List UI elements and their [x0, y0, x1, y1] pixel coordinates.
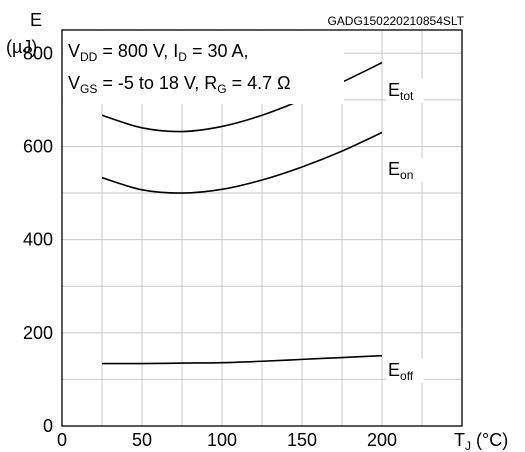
series-label-bg [386, 359, 424, 383]
condition-text: = 4.7 Ω [227, 73, 291, 93]
curves [101, 61, 383, 365]
document-id: GADG150220210854SLT [327, 14, 464, 28]
plot-frame [61, 29, 463, 427]
x-axis-subscript: J [465, 439, 471, 452]
y-tick-label: 0 [43, 416, 53, 436]
series-label-subscript: off [400, 369, 414, 383]
x-axis-unit: (°C) [471, 430, 508, 450]
y-axis-symbol: E [30, 10, 42, 30]
x-tick-label: 0 [57, 430, 67, 450]
test-conditions: VDD = 800 V, ID = 30 A,VGS = -5 to 18 V,… [63, 31, 344, 104]
x-tick-label: 100 [207, 430, 237, 450]
x-axis-label: TJ (°C) [454, 430, 508, 452]
series-line-on [101, 131, 383, 194]
tick-labels: 0 50 100 150 200 0 200 400 600 800 [23, 43, 397, 450]
condition-line: VGS = -5 to 18 V, RG = 4.7 Ω [68, 73, 291, 96]
condition-text: = 800 V, I [97, 41, 178, 61]
series-label-bg [386, 79, 424, 103]
condition-text: V [68, 41, 80, 61]
x-tick-label: 50 [132, 430, 152, 450]
x-axis-symbol: T [454, 430, 465, 450]
conditions-box [63, 31, 344, 104]
condition-text: = 30 A, [187, 41, 249, 61]
series-label-symbol: E [388, 159, 400, 179]
x-tick-label: 150 [287, 430, 317, 450]
series-label-symbol: E [388, 360, 400, 380]
y-tick-label: 200 [23, 323, 53, 343]
y-tick-label: 600 [23, 136, 53, 156]
y-axis-unit: (µJ) [6, 37, 37, 57]
series-label-subscript: tot [400, 89, 414, 103]
series-label-subscript: on [400, 168, 413, 182]
condition-text: V [68, 73, 80, 93]
series-label-tot: Etot [388, 80, 414, 103]
condition-text: = -5 to 18 V, R [97, 73, 217, 93]
y-tick-label: 400 [23, 230, 53, 250]
condition-subscript: D [178, 50, 187, 64]
series-label-off: Eoff [388, 360, 414, 383]
condition-subscript: G [217, 82, 226, 96]
condition-line: VDD = 800 V, ID = 30 A, [68, 41, 249, 64]
condition-subscript: DD [80, 50, 98, 64]
series-line-off [101, 354, 383, 365]
series-label-bg [386, 158, 424, 182]
series-label-on: Eon [388, 159, 413, 182]
x-tick-label: 200 [367, 430, 397, 450]
series-label-symbol: E [388, 80, 400, 100]
y-tick-label: 800 [23, 43, 53, 63]
condition-subscript: GS [80, 82, 97, 96]
